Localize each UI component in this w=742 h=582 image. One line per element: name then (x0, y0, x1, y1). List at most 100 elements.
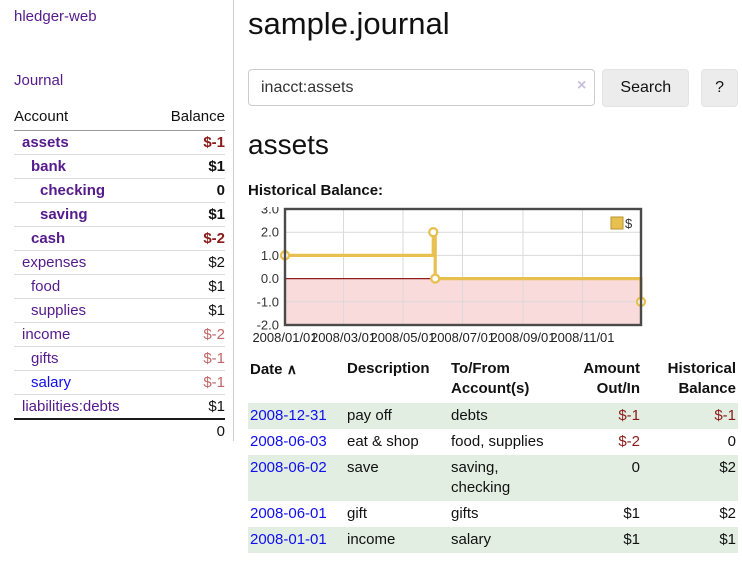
main-content: sample.journal × Search ? assets Histori… (248, 0, 738, 553)
account-row-saving: saving $1 (14, 202, 225, 227)
account-link-expenses[interactable]: expenses (22, 254, 87, 271)
transaction-description: save (345, 455, 449, 501)
transaction-amount: $-1 (561, 403, 642, 429)
account-balance: 0 (153, 178, 225, 203)
clear-search-icon[interactable]: × (577, 77, 587, 94)
account-balance: $-2 (153, 322, 225, 347)
transaction-balance: 0 (727, 433, 736, 450)
transaction-balance: $2 (719, 505, 736, 522)
account-balance: $1 (153, 394, 225, 420)
svg-text:2.0: 2.0 (261, 225, 279, 240)
svg-text:2008/09/01: 2008/09/01 (490, 330, 555, 345)
account-row-cash: cash $-2 (14, 226, 225, 251)
col-header-accounts: To/From Account(s) (451, 360, 530, 397)
account-balance: $1 (153, 274, 225, 299)
historical-balance-chart: $3.0 2.0 1.0 0.0 -1.0 -2.0 2008/01/01 2008/03/0… (248, 207, 738, 349)
svg-text:2008/07/01: 2008/07/01 (430, 330, 495, 345)
chart-canvas: $3.0 2.0 1.0 0.0 -1.0 -2.02008/01/012008/03/0… (252, 207, 647, 345)
account-balance: $-2 (153, 226, 225, 251)
app-brand-link[interactable]: hledger-web (14, 8, 97, 25)
transactions-table: Date ∧ Description To/From Account(s) Am… (248, 357, 738, 553)
svg-text:2008/05/01: 2008/05/01 (370, 330, 435, 345)
account-row-food: food $1 (14, 274, 225, 299)
col-header-amount: Amount Out/In (583, 360, 640, 397)
transaction-accounts: saving, checking (449, 455, 561, 501)
account-balance: $-1 (153, 130, 225, 155)
transaction-description: eat & shop (347, 433, 419, 450)
search-button[interactable]: Search (602, 69, 690, 107)
transaction-accounts: gifts (451, 505, 479, 522)
transaction-amount: 0 (561, 455, 642, 501)
transaction-row: 2008-06-02 save saving, checking 0 $2 (248, 455, 738, 501)
sidebar-item-journal[interactable]: Journal (14, 72, 64, 89)
svg-text:$: $ (625, 216, 633, 231)
transaction-date-link[interactable]: 2008-06-01 (250, 505, 327, 522)
transaction-amount: $-2 (618, 433, 640, 450)
transaction-description: pay off (345, 403, 449, 429)
transaction-date-link[interactable]: 2008-06-02 (250, 459, 327, 476)
transaction-row: 2008-06-03 eat & shop food, supplies $-2… (248, 429, 738, 455)
col-header-balance: Historical Balance (667, 360, 736, 397)
account-row-income: income $-2 (14, 322, 225, 347)
transaction-accounts: salary (449, 527, 561, 553)
transaction-amount: $1 (623, 505, 640, 522)
search-input[interactable] (248, 69, 596, 106)
account-row-bank: bank $1 (14, 154, 225, 179)
transaction-amount: $1 (561, 527, 642, 553)
svg-text:0.0: 0.0 (261, 271, 279, 286)
chart-label: Historical Balance: (248, 182, 384, 199)
balance-col-header: Balance (153, 104, 225, 131)
account-balance: $-1 (153, 346, 225, 371)
account-row-liabilities-debts: liabilities:debts $1 (14, 394, 225, 420)
accounts-col-header: Account (14, 104, 154, 131)
page-title: sample.journal (248, 6, 450, 41)
transaction-row: 2008-01-01 income salary $1 $1 (248, 527, 738, 553)
transaction-description: income (345, 527, 449, 553)
account-link-assets[interactable]: assets (22, 134, 69, 151)
account-balance: $2 (153, 250, 225, 275)
account-link-cash[interactable]: cash (31, 230, 66, 247)
account-link-income[interactable]: income (22, 326, 71, 343)
transaction-row: 2008-06-01 gift gifts $1 $2 (248, 501, 738, 527)
sidebar: hledger-web Journal Account Balance asse… (0, 0, 234, 443)
svg-text:2008/03/01: 2008/03/01 (311, 330, 376, 345)
account-balance: $1 (153, 298, 225, 323)
account-link-bank[interactable]: bank (31, 158, 67, 175)
account-balance: $1 (153, 202, 225, 227)
account-heading: assets (248, 129, 329, 160)
account-link-salary[interactable]: salary (31, 374, 72, 391)
col-header-description: Description (347, 360, 430, 377)
account-row-salary: salary $-1 (14, 370, 225, 395)
transaction-balance: $-1 (642, 403, 738, 429)
svg-text:3.0: 3.0 (261, 207, 279, 217)
account-row-assets: assets $-1 (14, 130, 225, 155)
account-row-supplies: supplies $1 (14, 298, 225, 323)
transaction-date-link[interactable]: 2008-12-31 (250, 407, 327, 424)
transaction-row: 2008-12-31 pay off debts $-1 $-1 (248, 403, 738, 429)
transactions-header-row: Date ∧ Description To/From Account(s) Am… (248, 357, 738, 403)
svg-text:-1.0: -1.0 (257, 294, 279, 309)
account-balance: $-1 (153, 370, 225, 395)
account-balance: $1 (153, 154, 225, 179)
account-row-gifts: gifts $-1 (14, 346, 225, 371)
accounts-total-row: 0 (14, 418, 225, 443)
sort-asc-icon: ∧ (286, 361, 297, 377)
transaction-date-link[interactable]: 2008-01-01 (250, 531, 327, 548)
accounts-total-value: 0 (153, 418, 225, 443)
col-header-date[interactable]: Date ∧ (250, 361, 297, 378)
account-link-liabilities-debts[interactable]: liabilities:debts (22, 398, 120, 415)
account-row-expenses: expenses $2 (14, 250, 225, 275)
svg-text:-2.0: -2.0 (257, 318, 279, 333)
help-button[interactable]: ? (701, 69, 738, 107)
accounts-balance-table: Account Balance assets $-1 bank $1 checkin… (14, 104, 225, 443)
account-link-supplies[interactable]: supplies (31, 302, 87, 319)
account-link-saving[interactable]: saving (40, 206, 88, 223)
svg-text:2008/11/01: 2008/11/01 (550, 330, 614, 345)
account-link-food[interactable]: food (31, 278, 61, 295)
account-link-checking[interactable]: checking (40, 182, 106, 199)
search-form: × Search ? (248, 69, 738, 107)
transaction-description: gift (347, 505, 368, 522)
svg-text:1.0: 1.0 (261, 248, 279, 263)
account-link-gifts[interactable]: gifts (31, 350, 59, 367)
transaction-date-link[interactable]: 2008-06-03 (250, 433, 327, 450)
